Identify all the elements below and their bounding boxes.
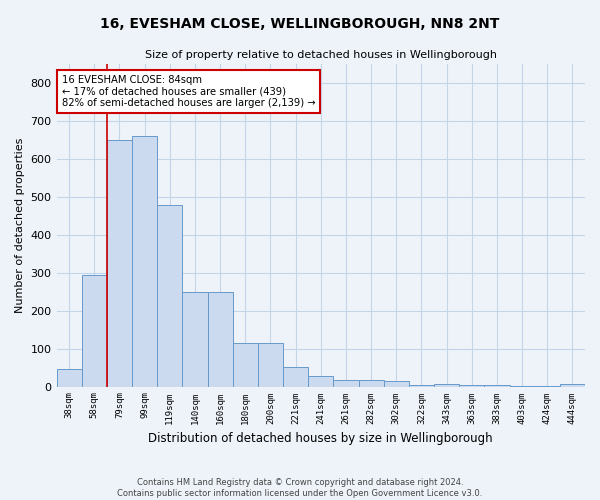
Title: Size of property relative to detached houses in Wellingborough: Size of property relative to detached ho… <box>145 50 497 60</box>
Bar <box>283 367 308 386</box>
Text: 16 EVESHAM CLOSE: 84sqm
← 17% of detached houses are smaller (439)
82% of semi-d: 16 EVESHAM CLOSE: 84sqm ← 17% of detache… <box>62 75 315 108</box>
Bar <box>233 343 258 386</box>
Y-axis label: Number of detached properties: Number of detached properties <box>15 138 25 312</box>
Bar <box>334 380 359 386</box>
Bar <box>258 343 283 386</box>
Bar <box>107 140 132 386</box>
Text: Contains HM Land Registry data © Crown copyright and database right 2024.
Contai: Contains HM Land Registry data © Crown c… <box>118 478 482 498</box>
Text: 16, EVESHAM CLOSE, WELLINGBOROUGH, NN8 2NT: 16, EVESHAM CLOSE, WELLINGBOROUGH, NN8 2… <box>100 18 500 32</box>
Bar <box>208 292 233 386</box>
Bar <box>132 136 157 386</box>
Bar <box>56 369 82 386</box>
Bar <box>560 384 585 386</box>
Bar <box>409 384 434 386</box>
Bar <box>308 376 334 386</box>
Bar <box>359 380 383 386</box>
Bar <box>434 384 459 386</box>
Bar <box>484 385 509 386</box>
Bar <box>82 275 107 386</box>
Bar <box>459 384 484 386</box>
Bar <box>383 381 409 386</box>
Bar <box>157 205 182 386</box>
Bar <box>182 292 208 386</box>
X-axis label: Distribution of detached houses by size in Wellingborough: Distribution of detached houses by size … <box>148 432 493 445</box>
